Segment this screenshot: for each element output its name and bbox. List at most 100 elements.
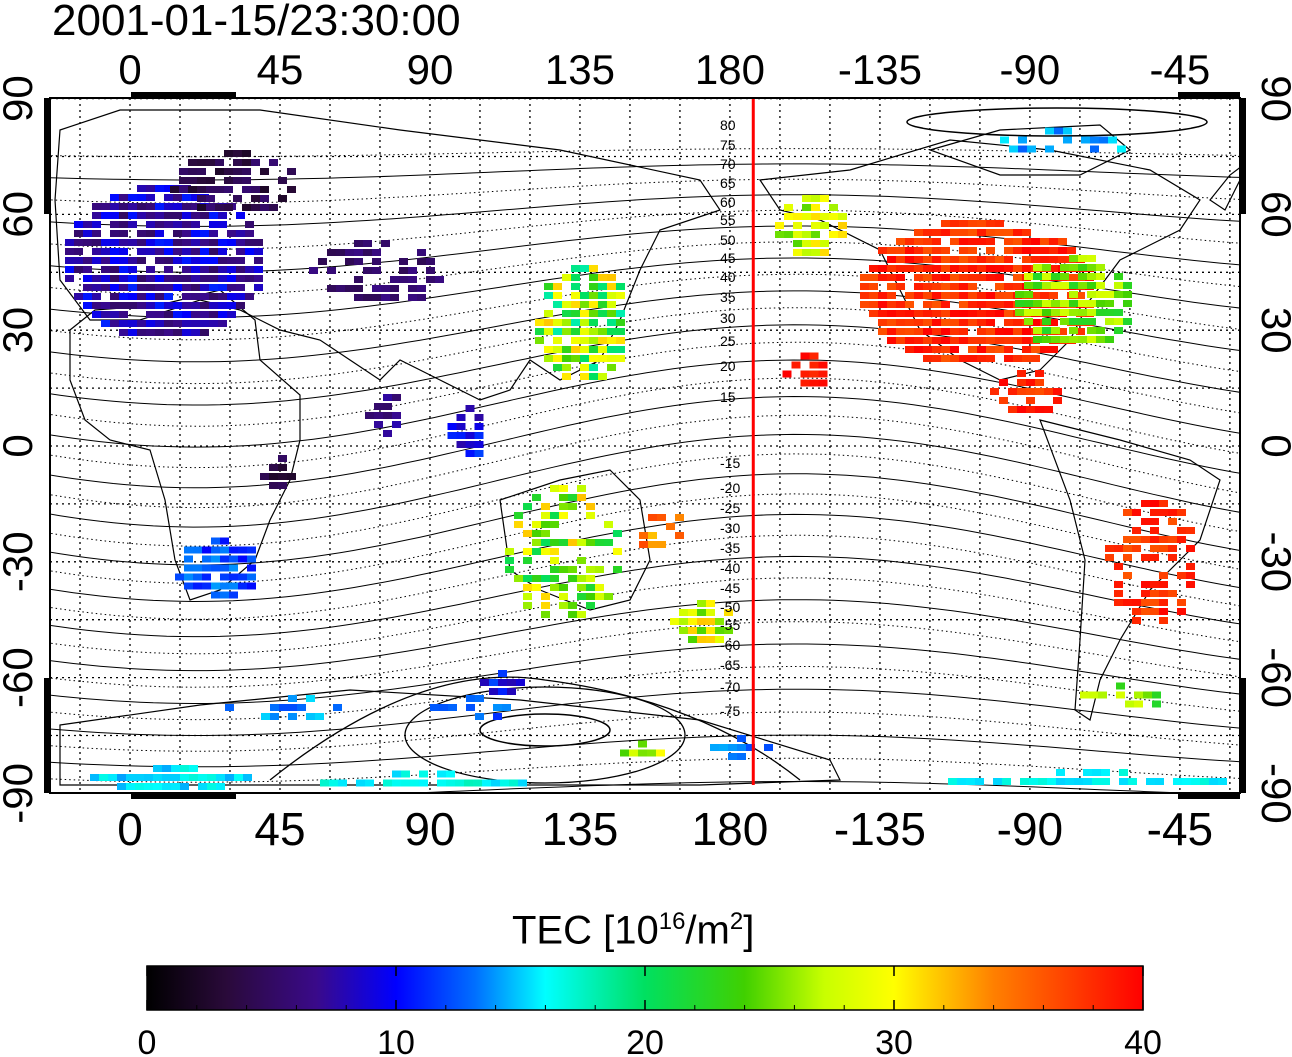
- tec-cell: [1087, 291, 1096, 298]
- tec-cell: [559, 539, 568, 546]
- tec-cell: [914, 310, 923, 317]
- tec-cell: [482, 779, 491, 787]
- tec-cell: [598, 346, 607, 353]
- tec-cell: [968, 256, 977, 263]
- tec-cell: [559, 485, 568, 492]
- tec-cell: [439, 704, 448, 711]
- tec-cell: [229, 573, 238, 581]
- tec-cell: [1159, 500, 1168, 507]
- tec-cell: [977, 238, 986, 245]
- tec-cell: [193, 582, 202, 590]
- tec-cell: [589, 373, 598, 380]
- tec-cell: [236, 266, 245, 273]
- tec-cell: [236, 302, 245, 309]
- tec-cell: [986, 355, 995, 362]
- tec-cell: [809, 379, 819, 387]
- tec-cell: [1004, 247, 1013, 254]
- tec-cell: [197, 177, 206, 184]
- tec-cell: [878, 301, 887, 308]
- tec-cell: [607, 364, 616, 371]
- tec-cell: [1035, 406, 1044, 413]
- tec-cell: [200, 311, 209, 318]
- tec-cell: [923, 256, 932, 263]
- tec-cell: [541, 611, 550, 618]
- tec-cell: [137, 302, 146, 309]
- tec-cell: [354, 240, 363, 247]
- magnetic-latitude-label: -45: [720, 580, 740, 596]
- tec-cell: [475, 695, 484, 702]
- tec-cell: [607, 292, 616, 299]
- tec-cell: [146, 311, 155, 318]
- tec-cell: [923, 292, 932, 299]
- tec-cell: [544, 346, 553, 353]
- tec-cell: [791, 361, 801, 369]
- tec-cell: [878, 328, 887, 335]
- tec-cell: [197, 204, 206, 211]
- tec-cell: [746, 744, 755, 751]
- tec-cell: [408, 267, 417, 274]
- tec-cell: [968, 283, 977, 290]
- tec-cell: [1063, 127, 1072, 135]
- tec-cell: [502, 704, 511, 711]
- tec-cell: [327, 249, 336, 256]
- tec-cell: [932, 265, 941, 272]
- tec-cell: [137, 320, 146, 327]
- tec-cell: [209, 302, 218, 309]
- tec-cell: [456, 441, 466, 448]
- tec-cell: [1177, 572, 1186, 579]
- tec-cell: [1090, 145, 1099, 153]
- tec-cell: [977, 337, 986, 344]
- top-longitude-label: 0: [118, 46, 141, 93]
- tec-cell: [1146, 778, 1155, 785]
- tec-cell: [315, 713, 324, 720]
- tec-cell: [1004, 238, 1013, 245]
- tec-cell: [92, 248, 101, 255]
- tec-cell: [128, 293, 137, 300]
- tec-cell: [206, 159, 215, 166]
- tec-cell: [914, 229, 923, 236]
- tec-cell: [950, 220, 959, 227]
- tec-cell: [986, 292, 995, 299]
- tec-cell: [887, 328, 896, 335]
- tec-cell: [374, 403, 383, 410]
- tec-cell: [110, 230, 119, 237]
- tec-cell: [586, 539, 595, 546]
- tec-cell: [278, 482, 287, 489]
- tec-cell: [932, 247, 941, 254]
- tec-cell: [1150, 581, 1159, 588]
- tec-cell: [247, 582, 256, 590]
- tec-cell: [562, 310, 571, 317]
- tec-cell: [1053, 397, 1062, 404]
- tec-cell: [977, 229, 986, 236]
- tec-cell: [1173, 778, 1182, 785]
- tec-cell: [553, 283, 562, 290]
- tec-cell: [1087, 327, 1096, 334]
- tec-cell: [225, 774, 234, 781]
- tec-cell: [1123, 545, 1132, 552]
- tec-cell: [986, 310, 995, 317]
- tec-cell: [598, 355, 607, 362]
- tec-cell: [110, 293, 119, 300]
- tec-cell: [562, 346, 571, 353]
- tec-cell: [155, 248, 164, 255]
- tec-cell: [1013, 328, 1022, 335]
- tec-cell: [374, 412, 383, 419]
- tec-cell: [146, 248, 155, 255]
- tec-cell: [173, 329, 182, 336]
- tec-cell: [838, 222, 847, 229]
- tec-cell: [580, 355, 589, 362]
- tec-cell: [137, 293, 146, 300]
- tec-cell: [191, 284, 200, 291]
- tec-cell: [589, 346, 598, 353]
- tec-cell: [505, 548, 514, 555]
- tec-cell: [553, 355, 562, 362]
- tec-cell: [356, 779, 365, 787]
- tec-cell: [435, 276, 444, 283]
- tec-cell: [1044, 406, 1053, 413]
- tec-cell: [164, 221, 173, 228]
- tec-cell: [254, 266, 263, 273]
- tec-cell: [209, 311, 218, 318]
- tec-cell: [1114, 291, 1123, 298]
- tec-cell: [390, 285, 399, 292]
- tec-cell: [562, 301, 571, 308]
